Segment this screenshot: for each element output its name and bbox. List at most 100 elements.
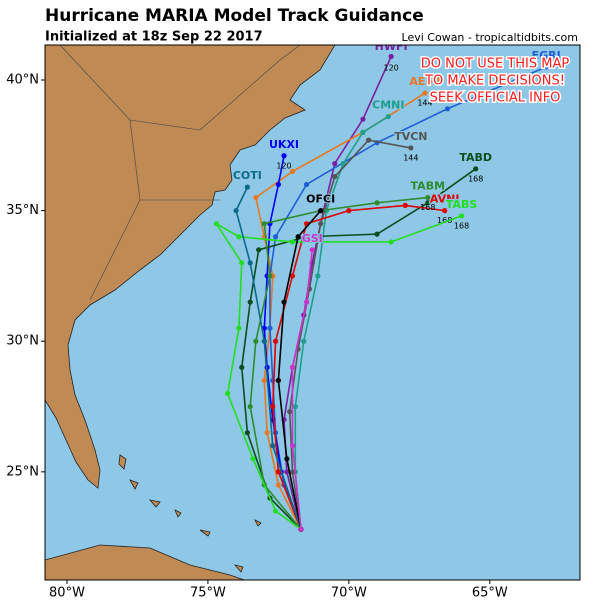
track-point [275,181,281,188]
track-point [303,299,310,305]
track-point [360,116,366,122]
track-point [261,338,267,344]
subtitle: Initialized at 18z Sep 22 2017 [45,30,263,45]
model-label: GSI [302,232,323,245]
track-point [318,221,324,227]
track-point [253,194,259,201]
track-point [346,208,352,214]
frame [44,44,581,581]
track-point [287,409,293,415]
track-point [239,364,245,370]
hour-label: 144 [403,153,418,162]
track-point [332,160,338,167]
track-point [360,129,366,135]
model-label: CMNI [372,99,404,112]
hour-label: 168 [468,174,483,183]
track-point [270,443,276,449]
track-point [425,194,431,201]
track-point [289,239,296,245]
model-label: HWFI [375,40,408,53]
y-tick-label: 25°N [6,464,39,479]
x-tick-label: 75°W [190,586,226,601]
track-point [425,200,431,206]
track-point [284,456,290,462]
model-track [235,186,302,530]
model-label: TABD [459,151,492,164]
track-point [385,113,391,120]
y-tick-label: 35°N [6,203,39,218]
warning-line: TO MAKE DECISIONS! [424,74,565,89]
track-point [309,247,315,253]
track-point [292,403,298,410]
track-point [444,106,451,112]
track-point [289,273,296,279]
track-point [253,338,259,344]
track-point [301,338,307,344]
land [45,45,336,580]
track-point [340,160,346,167]
track-point [247,403,253,410]
track-point [374,231,380,237]
track-point [543,64,549,70]
track-point [247,260,253,266]
x-tick-label: 80°W [49,586,85,601]
track-point [272,338,279,344]
hour-label: 168 [420,203,435,212]
track-point [256,247,262,253]
track-point [225,390,231,397]
warning-line: DO NOT USE THIS MAP [421,57,570,72]
track-point [388,239,394,245]
track-point [244,184,250,190]
model-label: TVCN [394,130,427,143]
track-point [374,200,380,206]
model-label: UKXI [269,138,299,151]
track-point [459,213,465,219]
track-point [213,221,219,227]
track-point [272,234,279,240]
model-label: EGRI [532,49,561,62]
hour-label: 144 [417,99,432,108]
track-point [236,325,242,331]
track-point [281,299,287,305]
track-point [318,208,324,214]
track-point [442,208,448,214]
track-point [289,364,296,370]
title: Hurricane MARIA Model Track Guidance [45,6,424,26]
track-point [233,208,239,214]
track-point [402,202,408,208]
hour-label: 120 [276,161,291,170]
track-point [270,403,276,410]
model-label: TABS [446,198,478,211]
track-point [247,299,253,305]
track-point [264,430,270,436]
track-point [473,166,479,172]
track-point [244,430,250,436]
hour-label: 168 [454,221,469,230]
model-label: AEMI [409,75,440,88]
track-point [315,273,321,279]
track-point [275,469,281,475]
model-track [277,210,322,530]
track-point [261,377,267,384]
track-point [239,260,245,266]
track-point [284,469,290,475]
track-point [295,234,301,240]
track-point [388,53,394,60]
x-tick-label: 65°W [472,586,508,601]
track-point [365,137,372,143]
model-track [240,168,477,530]
track-point [289,168,296,175]
warning: DO NOT USE THIS MAP TO MAKE DECISIONS! SEE… [419,55,571,107]
model-label: OFCI [306,193,335,206]
track-point [289,469,296,475]
track-point [303,181,310,188]
model-label: TABM [411,180,446,193]
track-point [272,508,279,514]
track-point [267,325,273,331]
track-point [281,153,287,159]
model-label: COTI [233,169,262,182]
y-tick-label: 40°N [6,73,39,88]
track-point [267,273,273,279]
track-point [408,145,414,151]
